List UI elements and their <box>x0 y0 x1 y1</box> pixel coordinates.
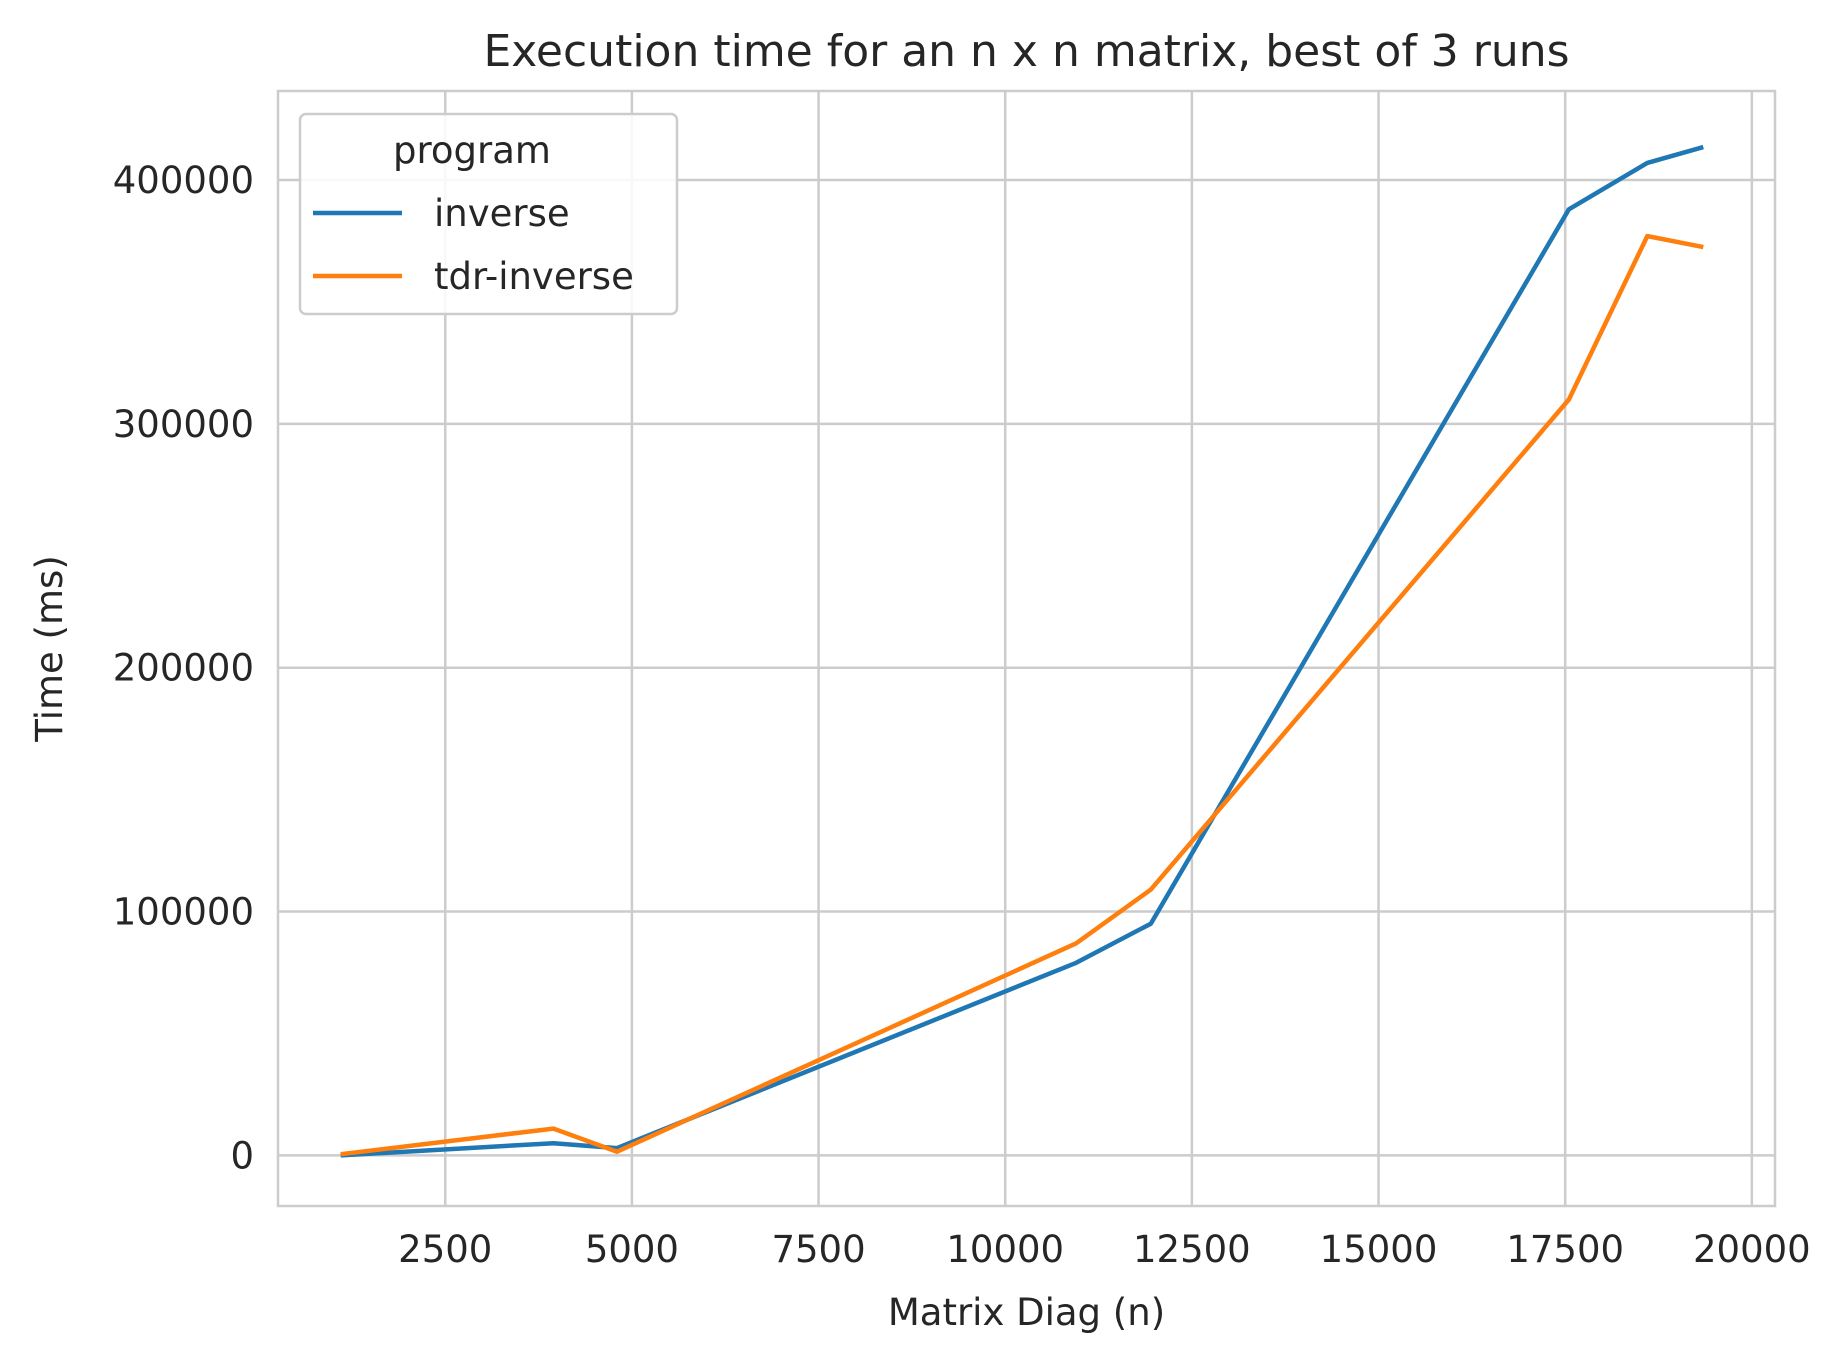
y-tick-label: 400000 <box>113 159 254 202</box>
series-line-tdr-inverse <box>340 233 1704 1157</box>
legend-label-tdr-inverse: tdr-inverse <box>434 255 634 298</box>
x-tick-label: 10000 <box>946 1228 1064 1271</box>
y-axis-label: Time (ms) <box>28 555 71 743</box>
x-tick-label: 2500 <box>398 1228 492 1271</box>
y-tick-label: 0 <box>230 1134 254 1177</box>
x-axis-label: Matrix Diag (n) <box>888 1291 1165 1334</box>
legend-label-inverse: inverse <box>434 192 570 235</box>
y-tick-label: 100000 <box>113 891 254 934</box>
x-tick-label: 20000 <box>1693 1228 1811 1271</box>
x-tick-label: 5000 <box>585 1228 679 1271</box>
plot-frame <box>276 89 1777 1208</box>
grid <box>278 91 1775 1206</box>
y-tick-label: 200000 <box>113 647 254 690</box>
tick-labels: 2500 5000 7500 10000 12500 15000 17500 20000010… <box>113 159 1811 1271</box>
x-tick-label: 12500 <box>1133 1228 1251 1271</box>
series-line-inverse <box>340 144 1704 1158</box>
series-lines <box>340 144 1704 1158</box>
legend-title: program <box>393 129 551 172</box>
legend-entries: inverse tdr-inverse <box>313 192 634 298</box>
x-tick-label: 15000 <box>1320 1228 1438 1271</box>
x-tick-label: 17500 <box>1506 1228 1624 1271</box>
x-tick-label: 7500 <box>771 1228 865 1271</box>
chart-title: Execution time for an n x n matrix, best… <box>483 26 1569 77</box>
y-tick-label: 300000 <box>113 403 254 446</box>
legend: program inverse tdr-inverse <box>298 112 679 316</box>
legend-frame <box>298 112 679 316</box>
